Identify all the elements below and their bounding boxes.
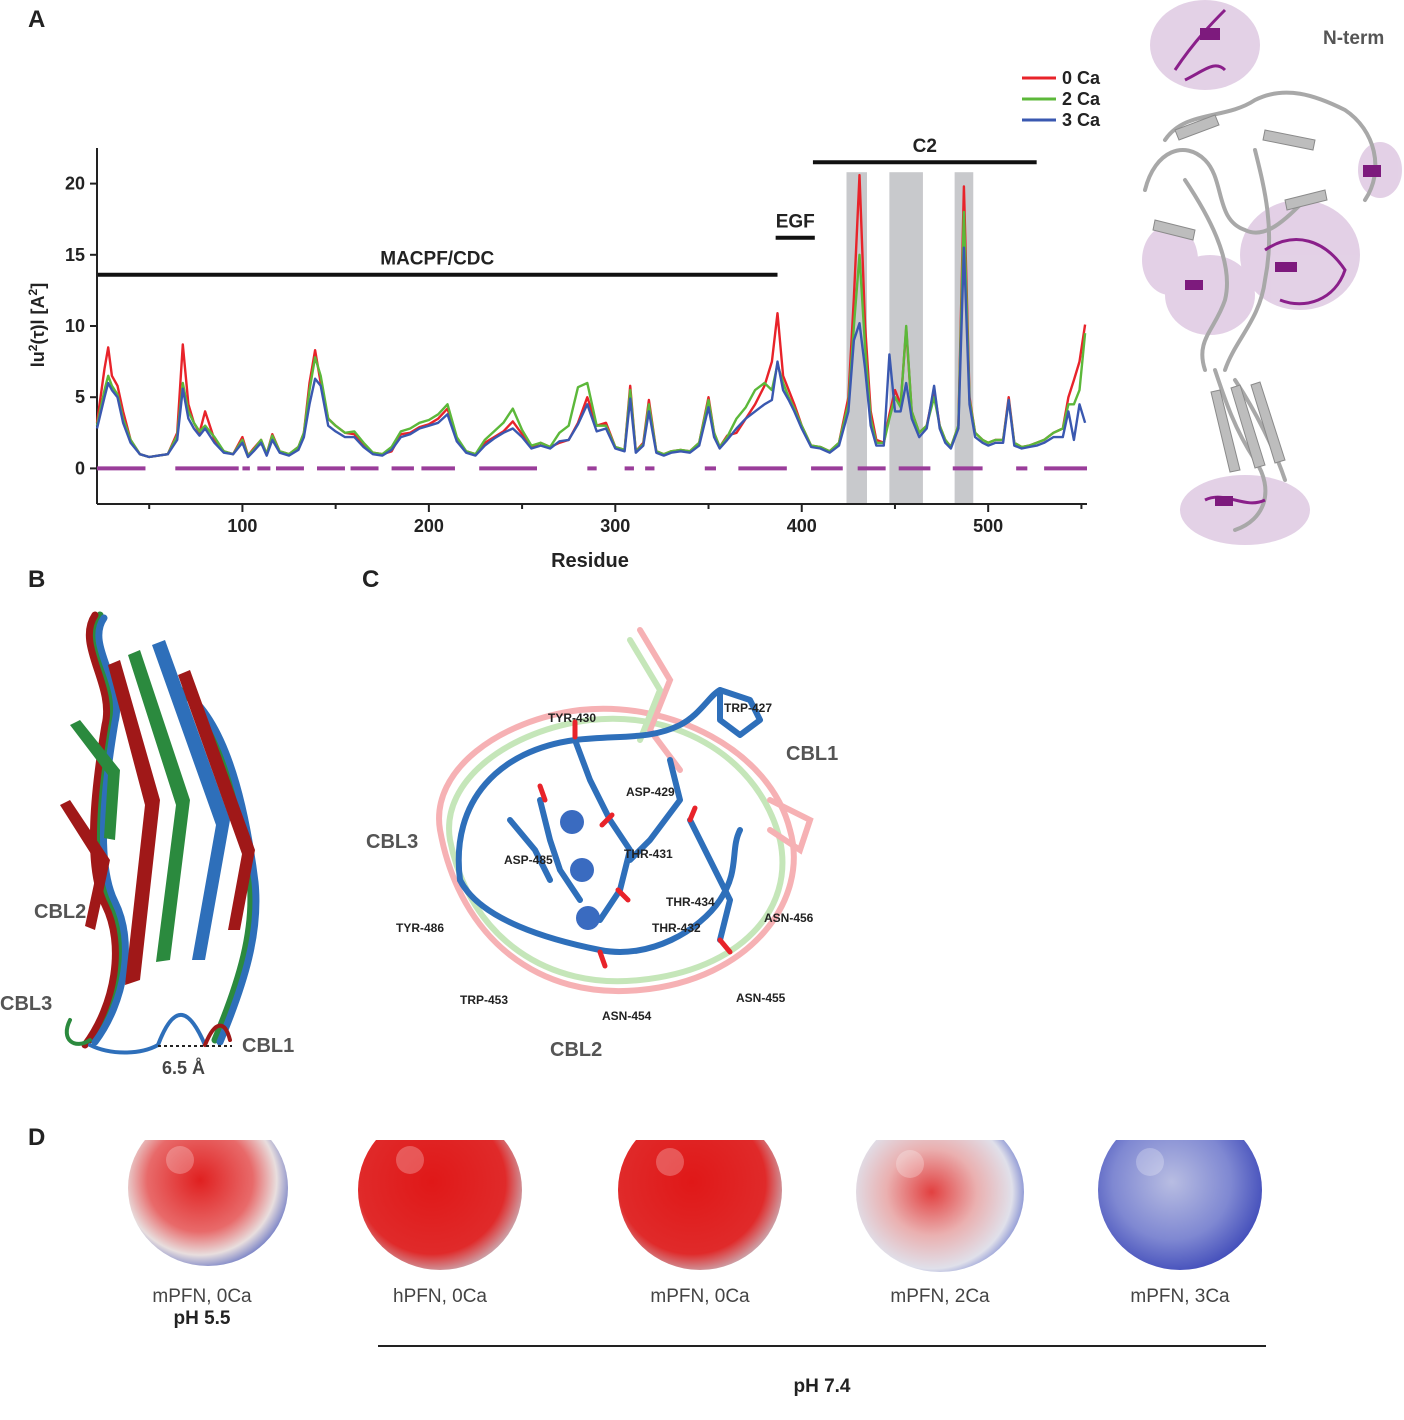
loop-cbl2: CBL2	[550, 1039, 602, 1061]
surface-name: mPFN, 0Ca	[152, 1286, 252, 1307]
x-tick-label: 300	[600, 516, 630, 536]
c2-domain-overlay: CBL2 CBL3 CBL1 6.5 Å	[0, 611, 294, 1078]
y-tick-label: 5	[75, 387, 85, 407]
legend-label: 0 Ca	[1062, 68, 1101, 88]
residue-label: THR-434	[666, 895, 715, 909]
y-tick-label: 0	[75, 458, 85, 478]
x-tick-label: 400	[787, 516, 817, 536]
perforin-ribbon-structure: N-term	[1142, 0, 1402, 545]
legend-label: 3 Ca	[1062, 110, 1101, 130]
series-line	[95, 210, 1087, 459]
domain-label: C2	[913, 136, 937, 157]
domain-label: MACPF/CDC	[380, 249, 494, 270]
residue-label: ASN-454	[602, 1009, 652, 1023]
cbl3-label: CBL3	[0, 993, 52, 1015]
surface-name: mPFN, 2Ca	[890, 1286, 990, 1307]
loop-cbl1: CBL1	[786, 743, 838, 765]
residue-label: TRP-453	[460, 993, 508, 1007]
residue-label: ASP-485	[504, 853, 553, 867]
surface-name: mPFN, 3Ca	[1130, 1286, 1230, 1307]
surface-caption-2: hPFN, 0Ca	[340, 1286, 540, 1308]
distance-label: 6.5 Å	[162, 1058, 205, 1078]
residue-label: TYR-486	[396, 921, 444, 935]
cbl1-label: CBL1	[242, 1035, 294, 1057]
loop-cbl3: CBL3	[366, 831, 418, 853]
panel-letter-a: A	[28, 6, 46, 33]
residue-label: ASN-455	[736, 991, 786, 1005]
cbl2-label: CBL2	[34, 901, 86, 923]
y-axis-label: lu2(τ)l [A2]	[26, 283, 48, 367]
y-tick-label: 15	[65, 245, 85, 265]
calcium-binding-site-closeup: CBL1 CBL3 CBL2 TYR-430 TRP-427 ASP-429 T…	[366, 627, 838, 1061]
surface-caption-1: mPFN, 0Ca pH 5.5	[102, 1286, 302, 1330]
surface-caption-5: mPFN, 3Ca	[1080, 1286, 1280, 1308]
surface-caption-4: mPFN, 2Ca	[840, 1286, 1040, 1308]
panel-letter-b: B	[28, 566, 46, 593]
legend-label: 2 Ca	[1062, 89, 1101, 109]
x-tick-label: 100	[227, 516, 257, 536]
fluctuation-chart: MACPF/CDC EGF C2 0 5 10 15 20 100 200 300 400 500 0…	[26, 68, 1101, 572]
domain-label: EGF	[776, 212, 815, 233]
x-tick-label: 500	[973, 516, 1003, 536]
residue-label: TYR-430	[548, 711, 596, 725]
panel-letter-c: C	[362, 566, 380, 593]
residue-label: ASN-456	[764, 911, 814, 925]
surface-name: mPFN, 0Ca	[650, 1286, 750, 1307]
series-line	[95, 246, 1087, 459]
n-term-label: N-term	[1323, 28, 1384, 49]
y-tick-label: 10	[65, 316, 85, 336]
x-tick-label: 200	[414, 516, 444, 536]
panel-letter-d: D	[28, 1124, 46, 1151]
electrostatic-surfaces	[128, 1140, 1266, 1347]
residue-label: TRP-427	[724, 701, 772, 715]
ph-group-label: pH 7.4	[793, 1376, 851, 1397]
surface-caption-3: mPFN, 0Ca	[600, 1286, 800, 1308]
residue-label: THR-432	[652, 921, 701, 935]
residue-label: THR-431	[624, 847, 673, 861]
residue-label: ASP-429	[626, 785, 675, 799]
surface-name: hPFN, 0Ca	[393, 1286, 487, 1307]
x-axis-label: Residue	[551, 550, 629, 572]
y-tick-label: 20	[65, 174, 85, 194]
surface-ph: pH 5.5	[173, 1308, 231, 1329]
